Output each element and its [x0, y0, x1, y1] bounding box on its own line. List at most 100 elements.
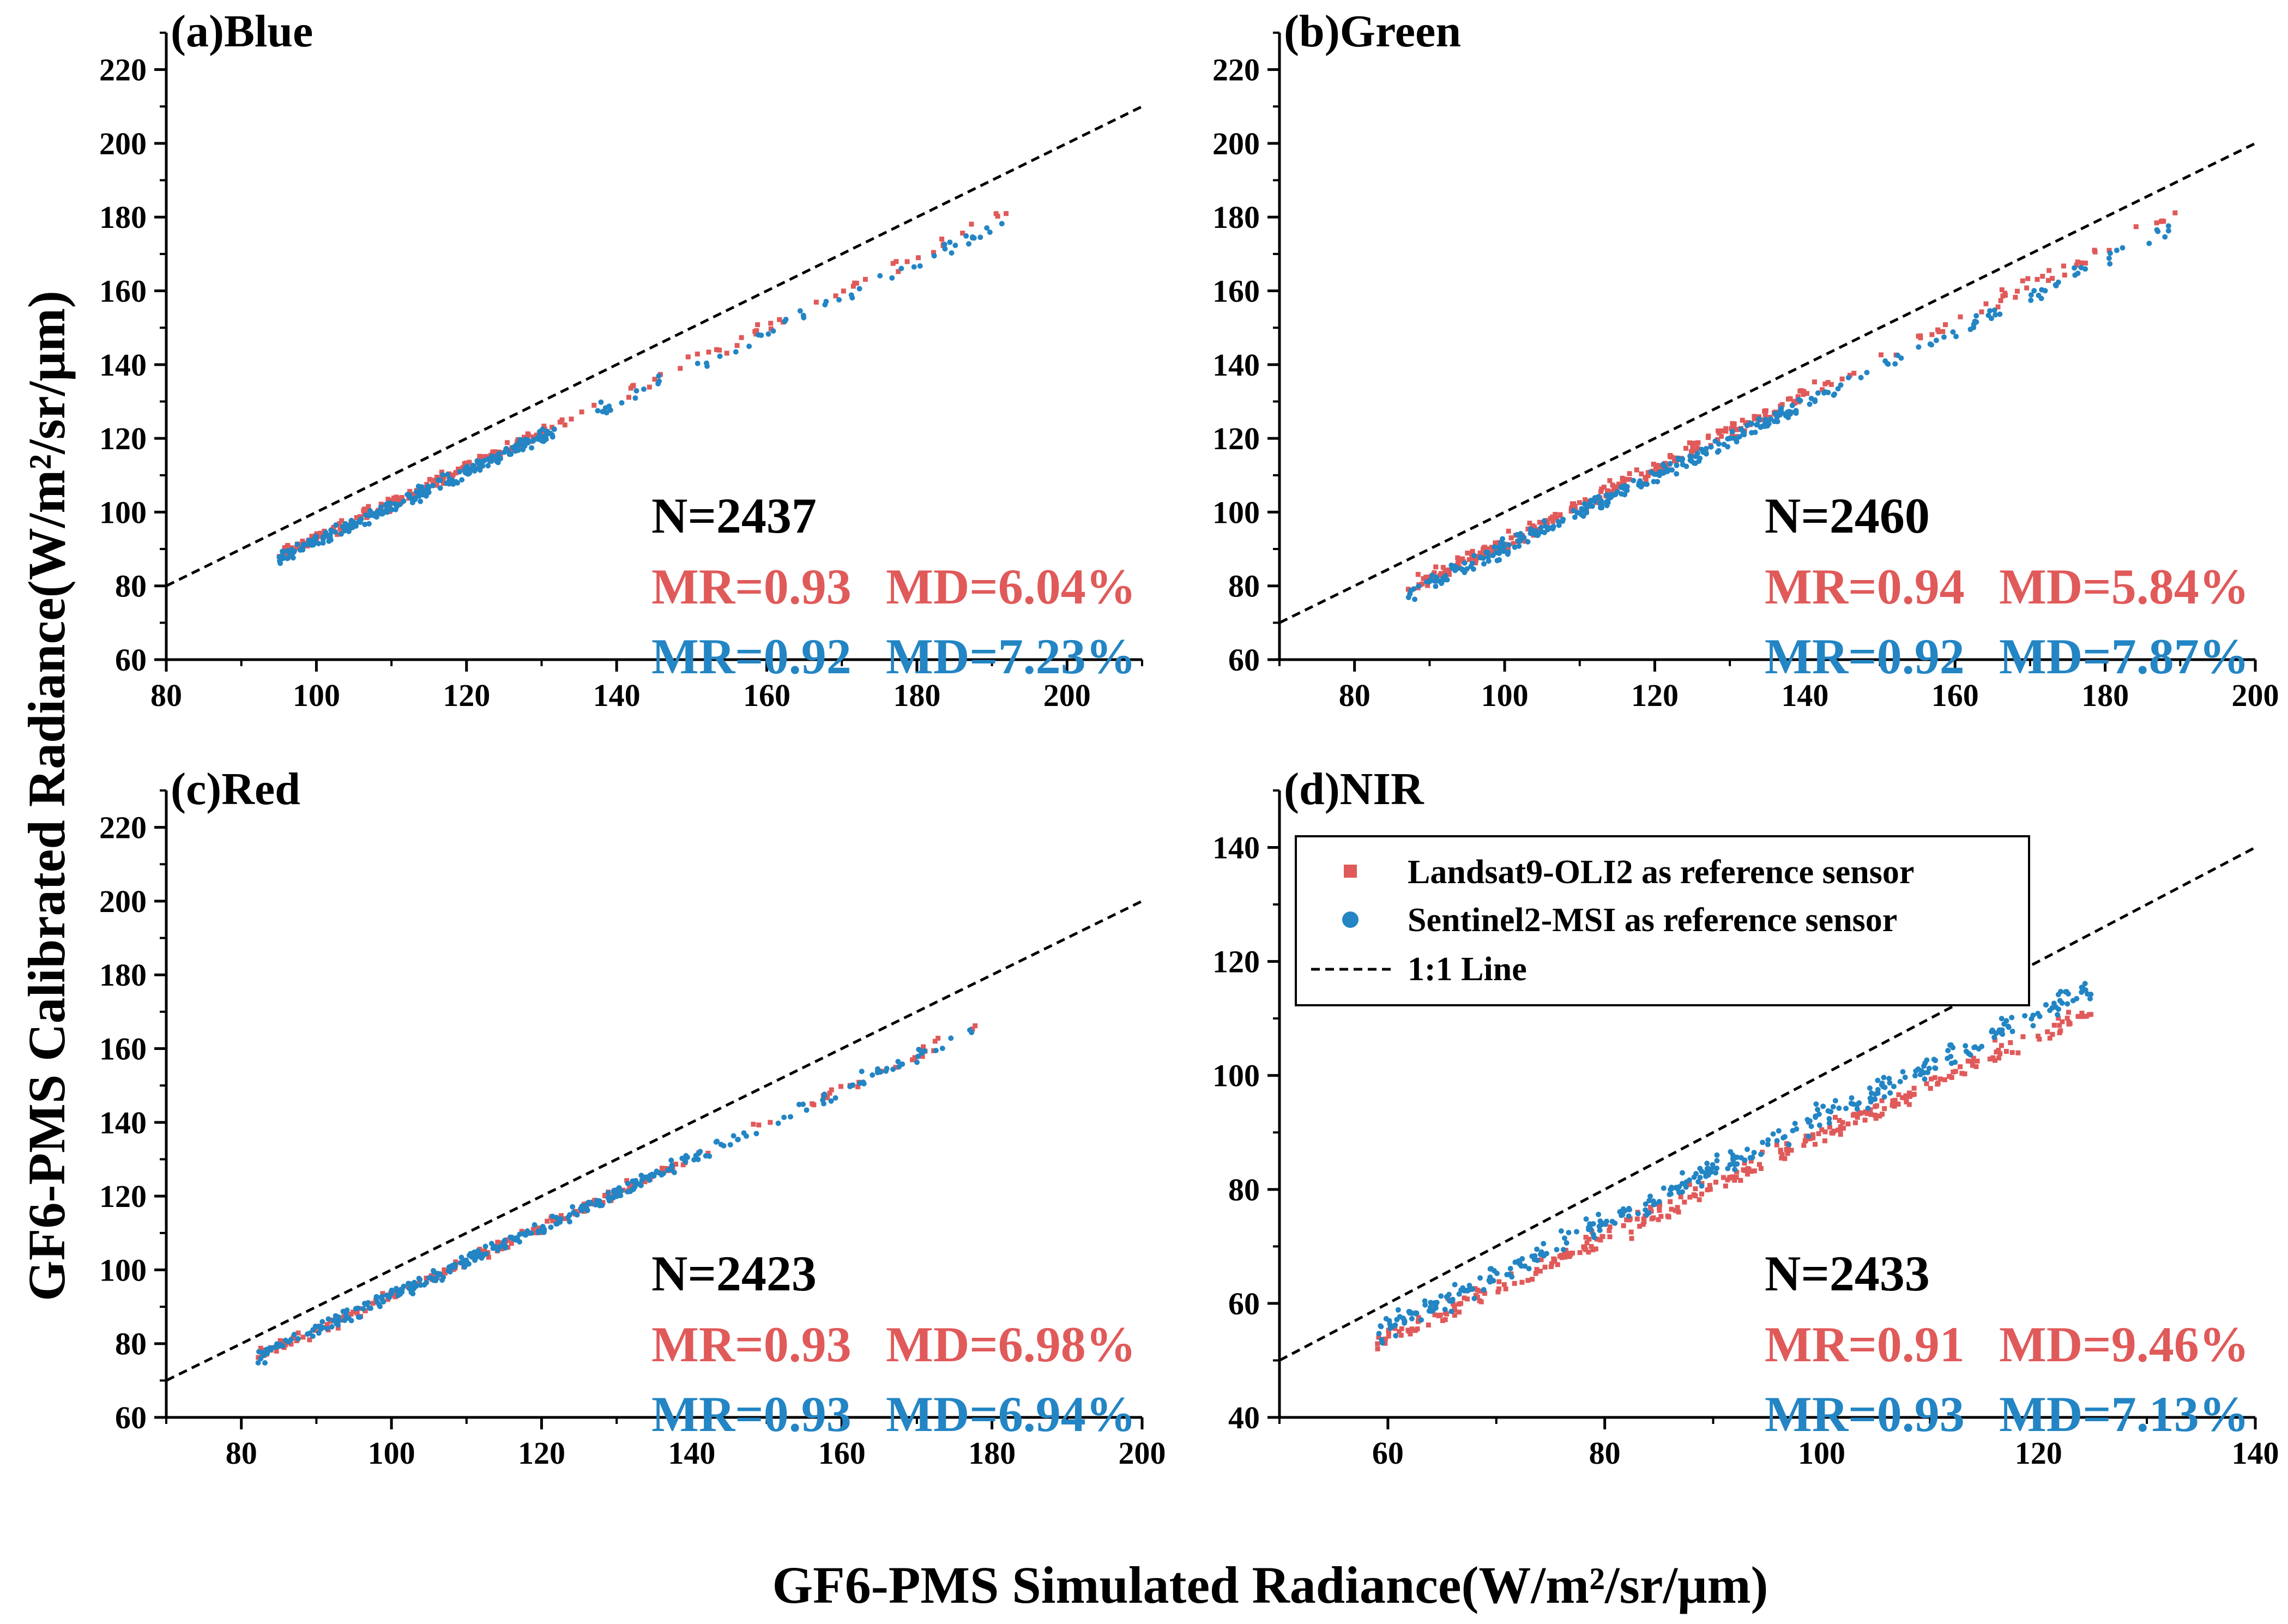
point-c-sentinel [258, 1356, 264, 1362]
point-a-sentinel [530, 438, 536, 444]
point-d-sentinel [1650, 1198, 1656, 1204]
point-d-landsat [1829, 1130, 1834, 1136]
y-tick-label: 200 [1212, 126, 1260, 161]
point-a-sentinel [911, 264, 917, 270]
point-d-sentinel [1765, 1142, 1771, 1148]
panel-a-blue: 80 100 120 140 160 180 20060801001201401601802… [99, 6, 1143, 713]
point-a-landsat [739, 335, 744, 340]
point-b-sentinel [1864, 370, 1870, 376]
point-d-landsat [1896, 1092, 1901, 1097]
point-d-sentinel [2006, 1024, 2012, 1030]
point-a-sentinel [966, 241, 972, 247]
point-b-landsat [1655, 463, 1660, 468]
point-c-sentinel [753, 1131, 759, 1137]
panel-d-title: (d)NIR [1284, 764, 1424, 814]
point-d-landsat [1748, 1158, 1754, 1164]
point-a-landsat [894, 259, 899, 264]
point-c-sentinel [890, 1066, 896, 1072]
point-d-sentinel [1554, 1247, 1560, 1253]
point-c-sentinel [874, 1068, 880, 1074]
point-b-sentinel [2052, 282, 2058, 288]
point-a-sentinel [797, 308, 803, 314]
point-a-sentinel [603, 410, 609, 416]
point-c-sentinel [558, 1216, 564, 1222]
point-d-landsat [1583, 1235, 1589, 1240]
point-d-sentinel [1776, 1128, 1782, 1134]
point-d-landsat [1746, 1167, 1752, 1172]
panel-d-nir: 60 80 100 120 140 40 60 80 100 120 140 (d)NIR N=24… [1212, 764, 2279, 1471]
point-b-landsat [1762, 412, 1768, 417]
point-b-sentinel [1550, 523, 1556, 529]
point-a-landsat [339, 518, 345, 523]
point-a-sentinel [963, 233, 969, 239]
point-d-sentinel [1541, 1253, 1547, 1259]
point-d-landsat [1838, 1124, 1843, 1130]
point-d-landsat [1959, 1071, 1965, 1076]
point-d-landsat [1752, 1168, 1757, 1174]
point-d-sentinel [1758, 1151, 1764, 1157]
point-d-landsat [1641, 1219, 1647, 1225]
panel-c-mr-landsat: MR=0.93 [651, 1317, 852, 1372]
point-b-landsat [1672, 455, 1677, 461]
point-a-landsat [440, 481, 446, 486]
point-c-sentinel [310, 1333, 316, 1339]
point-b-sentinel [1464, 566, 1470, 572]
point-d-landsat [1756, 1162, 1762, 1167]
point-a-sentinel [917, 263, 923, 269]
point-a-landsat [394, 497, 399, 503]
point-c-landsat [935, 1035, 941, 1041]
point-d-landsat [1503, 1286, 1508, 1291]
point-b-landsat [1828, 382, 1834, 387]
point-a-sentinel [931, 253, 937, 259]
point-d-sentinel [1393, 1333, 1399, 1339]
point-b-sentinel [1657, 469, 1663, 475]
panel-c-n-label: N=2423 [651, 1246, 817, 1301]
point-d-sentinel [1786, 1142, 1792, 1148]
point-b-sentinel [1505, 549, 1511, 555]
point-d-landsat [1726, 1175, 1732, 1181]
point-d-sentinel [1880, 1084, 1886, 1090]
point-a-landsat [439, 469, 444, 475]
point-b-sentinel [1506, 542, 1512, 548]
point-c-sentinel [828, 1098, 834, 1104]
point-d-landsat [2009, 1050, 2015, 1055]
point-d-landsat [1607, 1224, 1613, 1230]
point-b-landsat [1683, 445, 1688, 451]
panel-d-mr-sentinel: MR=0.93 [1765, 1386, 1965, 1442]
y-tick-label: 60 [115, 1400, 147, 1435]
point-b-sentinel [1988, 316, 1994, 322]
point-b-sentinel [1538, 529, 1544, 535]
point-d-sentinel [1387, 1325, 1393, 1331]
point-c-sentinel [295, 1336, 301, 1342]
point-d-landsat [1442, 1317, 1448, 1323]
point-b-landsat [1660, 467, 1665, 473]
point-b-sentinel [1560, 516, 1566, 522]
point-b-sentinel [1500, 536, 1506, 542]
point-d-landsat [1534, 1267, 1540, 1272]
point-a-sentinel [338, 531, 344, 537]
point-b-landsat [1687, 440, 1692, 445]
point-b-sentinel [1815, 390, 1821, 396]
point-b-sentinel [1892, 361, 1898, 367]
panel-d-points [1375, 981, 2094, 1351]
point-b-landsat [1752, 414, 1757, 419]
point-d-sentinel [2022, 1013, 2028, 1019]
point-b-landsat [1655, 468, 1661, 474]
point-c-sentinel [502, 1243, 508, 1249]
point-d-sentinel [1643, 1207, 1649, 1213]
point-d-landsat [1386, 1333, 1391, 1339]
point-d-landsat [1953, 1068, 1958, 1074]
point-d-landsat [1693, 1186, 1698, 1192]
point-b-landsat [1958, 314, 1963, 319]
point-a-landsat [706, 349, 711, 355]
point-d-landsat [1705, 1187, 1710, 1193]
panel-b-one-to-one-line [1278, 142, 2256, 624]
point-d-landsat [2086, 1012, 2092, 1017]
point-c-sentinel [731, 1133, 736, 1139]
point-a-landsat [768, 326, 774, 331]
point-b-sentinel [1783, 413, 1789, 419]
point-c-sentinel [343, 1313, 349, 1319]
point-a-sentinel [324, 532, 330, 538]
point-a-landsat [331, 524, 336, 530]
y-tick-label: 120 [1212, 421, 1260, 456]
